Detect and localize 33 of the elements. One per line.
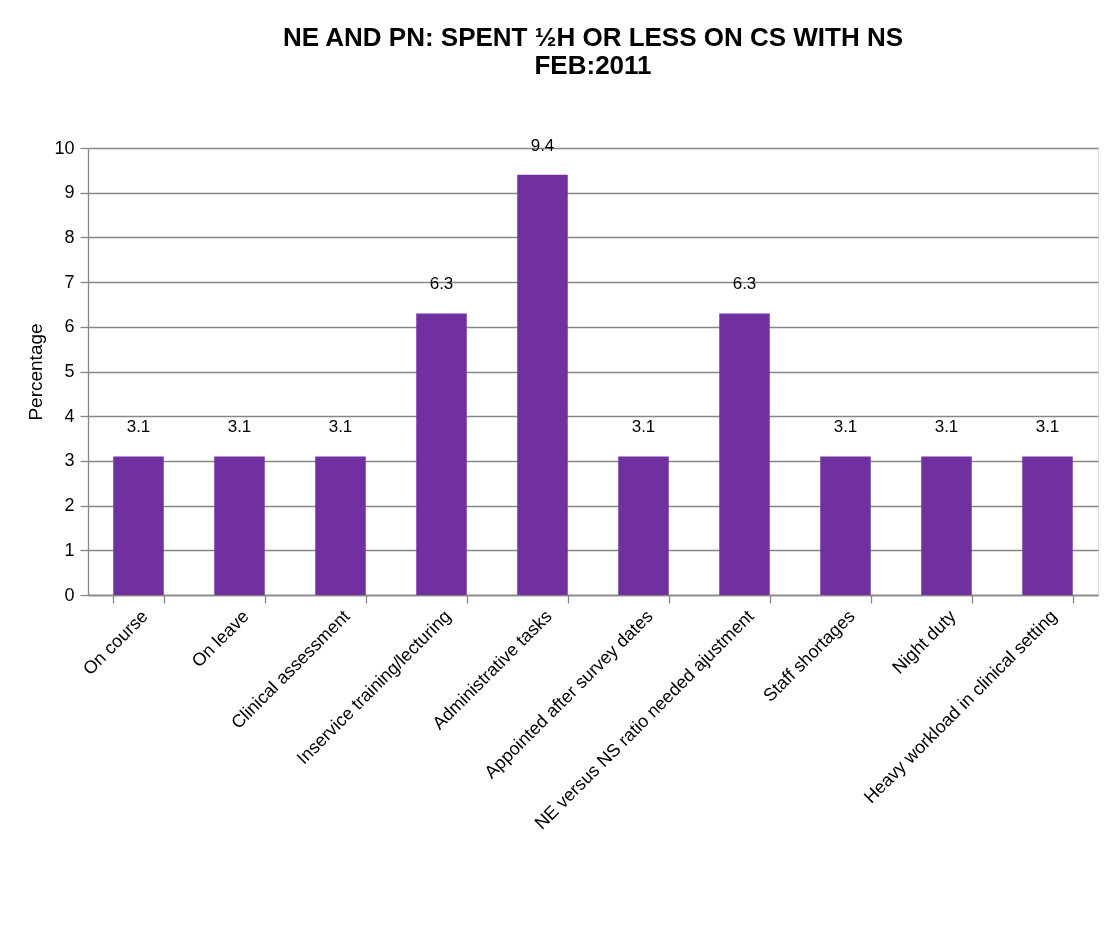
data-label: 6.3 [429,274,454,294]
y-tick-label: 7 [64,271,75,292]
y-tick-label: 0 [64,584,75,605]
bar [517,174,568,595]
data-label: 3.1 [328,417,353,437]
bar [315,456,366,595]
data-label: 3.1 [1035,417,1060,437]
chart-title: NE AND PN: SPENT ½H OR LESS ON CS WITH NS FEB:2011 [282,21,904,80]
y-tick-label: 1 [64,539,75,560]
data-label: 3.1 [631,417,656,437]
bar [719,313,770,595]
y-axis-title: Percentage [25,323,47,421]
bar [214,456,265,595]
bar [820,456,871,595]
data-label: 3.1 [833,417,858,437]
bar [113,456,164,595]
y-tick-label: 4 [64,405,75,426]
y-tick-label: 8 [64,226,75,247]
data-label: 3.1 [934,417,959,437]
bar [921,456,972,595]
bar [416,313,467,595]
bar [1022,456,1073,595]
y-tick-label: 3 [64,450,75,471]
bar [618,456,669,595]
data-label: 6.3 [732,274,757,294]
y-tick-label: 10 [54,137,75,158]
y-tick-label: 5 [64,361,75,381]
y-tick-label: 2 [64,495,75,516]
data-label: 3.1 [227,417,252,437]
data-label: 9.4 [530,135,555,155]
y-tick-label: 6 [64,316,75,337]
y-tick-label: 9 [64,182,75,203]
data-label: 3.1 [126,417,151,437]
